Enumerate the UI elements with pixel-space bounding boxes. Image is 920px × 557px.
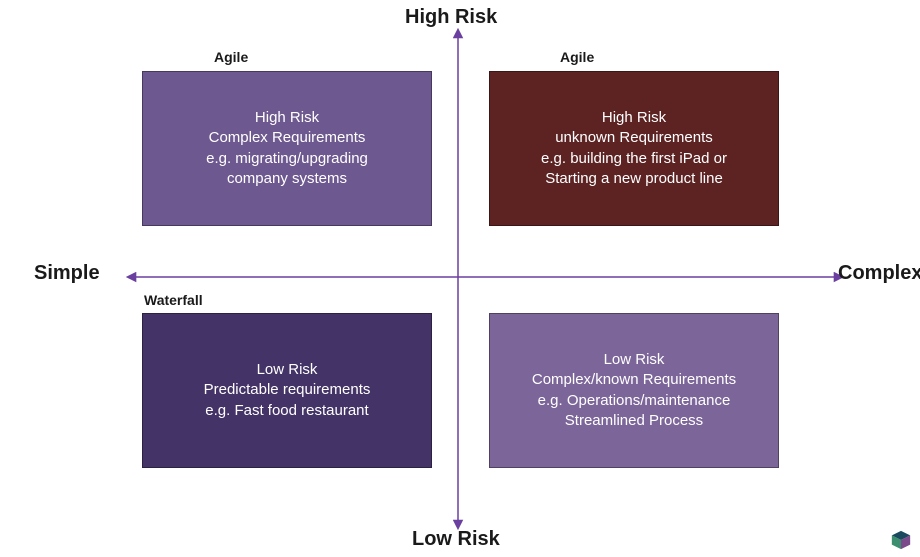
quadrant-box-bottom-left: Low Risk Predictable requirements e.g. F…: [142, 313, 432, 468]
axis-label-top: High Risk: [405, 6, 497, 29]
quadrant-box-bottom-right: Low Risk Complex/known Requirements e.g.…: [489, 313, 779, 468]
quadrant-text-top-left: High Risk Complex Requirements e.g. migr…: [206, 108, 368, 189]
quadrant-text-bottom-right: Low Risk Complex/known Requirements e.g.…: [532, 350, 736, 431]
quadrant-label-top-left: Agile: [214, 49, 248, 65]
axis-label-left: Simple: [34, 262, 100, 285]
axis-label-right: Complex: [838, 262, 920, 285]
quadrant-text-bottom-left: Low Risk Predictable requirements e.g. F…: [204, 360, 371, 421]
quadrant-label-top-right: Agile: [560, 49, 594, 65]
quadrant-label-bottom-left: Waterfall: [144, 292, 203, 308]
logo-icon: [890, 529, 912, 551]
quadrant-box-top-left: High Risk Complex Requirements e.g. migr…: [142, 71, 432, 226]
axis-label-bottom: Low Risk: [412, 528, 500, 551]
axes-svg: [0, 0, 920, 557]
quadrant-box-top-right: High Risk unknown Requirements e.g. buil…: [489, 71, 779, 226]
quadrant-text-top-right: High Risk unknown Requirements e.g. buil…: [541, 108, 727, 189]
quadrant-diagram: High Risk Low Risk Simple Complex Agile …: [0, 0, 920, 557]
